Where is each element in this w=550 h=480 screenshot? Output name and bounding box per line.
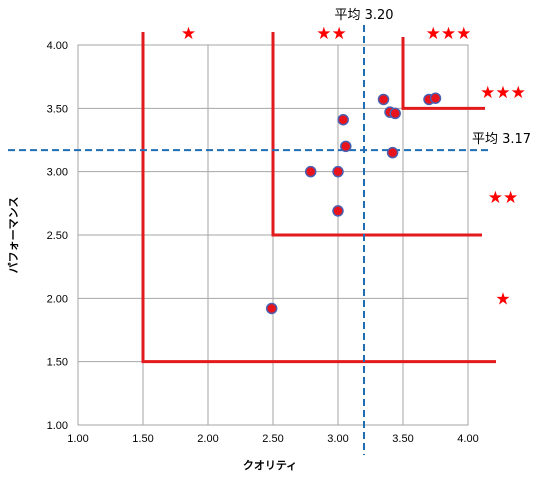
zone-line bbox=[401, 37, 485, 110]
data-point bbox=[340, 140, 352, 153]
y-tick-label: 2.00 bbox=[47, 293, 68, 305]
data-point bbox=[377, 93, 390, 106]
data-point bbox=[332, 165, 344, 178]
y-tick-label: 3.00 bbox=[47, 167, 68, 179]
star-label-right: ★★★ bbox=[480, 83, 526, 103]
x-tick-label: 3.00 bbox=[327, 433, 348, 445]
y-tick-label: 1.50 bbox=[47, 357, 68, 369]
y-axis-ticks: 1.00 1.50 2.00 2.50 3.00 3.50 4.00 bbox=[47, 40, 68, 432]
y-tick-label: 3.50 bbox=[47, 103, 68, 115]
y-axis-title: パフォーマンス bbox=[7, 197, 20, 274]
star-label-right: ★ bbox=[495, 289, 510, 309]
x-axis-ticks: 1.00 1.50 2.00 2.50 3.00 3.50 4.00 bbox=[67, 433, 478, 445]
x-tick-label: 4.00 bbox=[457, 433, 478, 445]
data-point bbox=[386, 146, 399, 159]
star-label-top: ★★★ bbox=[426, 24, 472, 44]
data-point bbox=[332, 205, 344, 217]
x-axis-title: クオリティ bbox=[243, 459, 297, 472]
y-tick-label: 1.00 bbox=[47, 420, 68, 432]
star-label-right: ★★ bbox=[488, 188, 518, 208]
star-labels: ★ ★★ ★★★★★★★★★ bbox=[181, 24, 526, 309]
data-point bbox=[429, 92, 442, 104]
average-lines: 平均 3.20 平均 3.17 bbox=[8, 8, 531, 455]
data-point bbox=[304, 165, 317, 178]
average-x-label: 平均 3.20 bbox=[334, 8, 393, 23]
x-tick-label: 2.50 bbox=[262, 433, 283, 445]
average-y-label: 平均 3.17 bbox=[472, 132, 531, 147]
x-tick-label: 3.50 bbox=[392, 433, 413, 445]
x-tick-label: 2.00 bbox=[197, 433, 218, 445]
y-tick-label: 4.00 bbox=[47, 40, 68, 52]
x-tick-label: 1.50 bbox=[132, 433, 153, 445]
star-label-top: ★ bbox=[181, 24, 196, 44]
star-label-top: ★★ bbox=[316, 24, 346, 44]
data-point bbox=[265, 302, 278, 315]
data-point bbox=[337, 113, 349, 126]
zone-line bbox=[271, 32, 482, 237]
y-tick-label: 2.50 bbox=[47, 230, 68, 242]
x-tick-label: 1.00 bbox=[67, 433, 88, 445]
zone-line bbox=[141, 32, 496, 364]
data-point bbox=[389, 107, 401, 120]
zone-lines bbox=[141, 32, 496, 364]
data-points bbox=[265, 92, 442, 315]
